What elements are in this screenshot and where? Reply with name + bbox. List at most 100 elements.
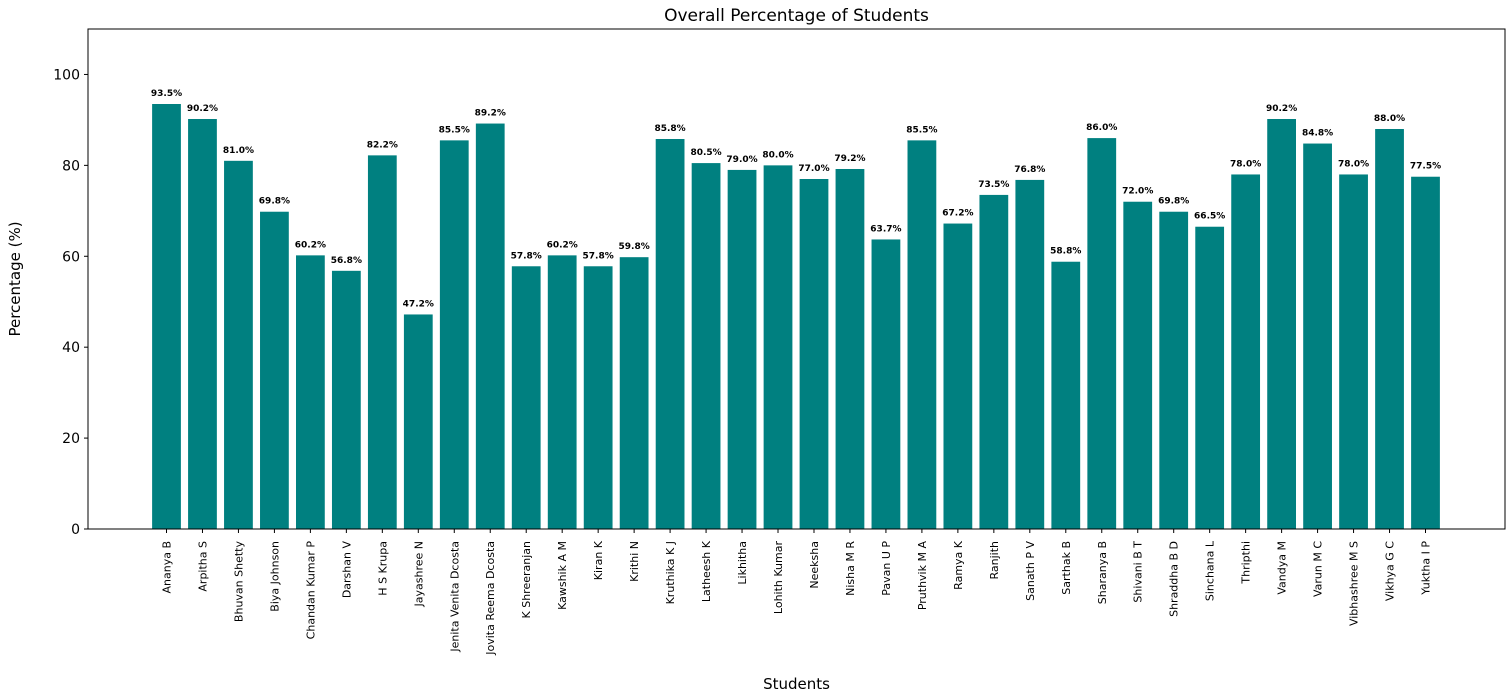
data-label: 60.2%: [295, 240, 326, 250]
x-tick-label: Kawshik A M: [556, 541, 569, 610]
data-label: 78.0%: [1338, 159, 1369, 169]
bar: [943, 223, 973, 529]
x-tick-label: Jenita Venita Dcosta: [448, 541, 461, 653]
bar: [547, 255, 577, 529]
x-tick-label: Sinchana L: [1204, 540, 1217, 601]
x-tick-label: Biya Johnson: [268, 541, 281, 612]
bar: [907, 140, 937, 529]
bar: [1303, 143, 1332, 529]
y-tick-label: 20: [62, 431, 80, 447]
data-label: 79.2%: [834, 154, 865, 164]
data-label: 47.2%: [403, 299, 434, 309]
bar: [583, 266, 613, 529]
x-tick-label: Chandan Kumar P: [304, 541, 317, 640]
data-label: 69.8%: [1158, 197, 1189, 207]
x-tick-label: Sanath P V: [1024, 541, 1037, 601]
data-label: 78.0%: [1230, 159, 1261, 169]
x-tick-label: Jovita Reema Dcosta: [484, 541, 497, 656]
x-tick-label: K Shreeranjan: [520, 541, 533, 619]
data-label: 90.2%: [1266, 104, 1297, 114]
bar: [224, 160, 253, 529]
x-tick-label: Arpitha S: [196, 541, 209, 592]
bar: [1339, 174, 1368, 530]
y-tick-label: 0: [71, 522, 80, 538]
x-tick-label: Yuktha I P: [1420, 541, 1433, 596]
data-label: 80.0%: [762, 150, 793, 160]
data-label: 82.2%: [367, 140, 398, 150]
x-tick-label: Varun M C: [1312, 541, 1325, 597]
x-tick-label: Lohith Kumar: [772, 541, 785, 615]
y-tick-label: 80: [62, 158, 80, 174]
bar: [655, 139, 685, 529]
plot-frame: [87, 28, 1506, 530]
bar: [1087, 138, 1117, 529]
data-label: 58.8%: [1050, 247, 1081, 257]
x-axis-ticks: Ananya B Arpitha S Bhuvan Shetty Biya Johns…: [161, 529, 1433, 656]
bar: [835, 169, 865, 529]
data-label: 81.0%: [223, 146, 254, 156]
y-axis-ticks: 0 20 40 60 80 100: [53, 67, 88, 538]
x-tick-label: Ramya K: [952, 540, 965, 590]
bar: [1375, 129, 1404, 529]
data-label: 88.0%: [1374, 114, 1405, 124]
bar: [439, 140, 469, 529]
bar: [799, 179, 829, 529]
bar: [1051, 261, 1081, 529]
x-tick-label: Vikhya G C: [1384, 541, 1397, 601]
x-tick-label: Bhuvan Shetty: [232, 541, 245, 623]
bar: [403, 314, 433, 529]
data-label: 56.8%: [331, 256, 362, 266]
bar: [331, 270, 361, 529]
bar: [152, 104, 181, 529]
x-tick-label: Neeksha: [808, 541, 821, 589]
x-tick-label: Kruthika K J: [664, 541, 677, 604]
x-tick-label: Pavan U P: [880, 541, 893, 596]
data-label: 60.2%: [547, 240, 578, 250]
bar: [260, 211, 289, 529]
x-tick-label: Latheesh K: [700, 540, 713, 602]
x-tick-label: Vandya M: [1276, 541, 1289, 595]
data-label: 79.0%: [726, 155, 757, 165]
data-label: 77.0%: [798, 164, 829, 174]
y-tick-label: 60: [62, 249, 80, 265]
x-tick-label: Jayashree N: [412, 541, 425, 607]
data-label: 73.5%: [978, 180, 1009, 190]
bar: [188, 119, 217, 529]
x-tick-label: Thripthi: [1240, 541, 1253, 585]
data-label: 86.0%: [1086, 123, 1117, 133]
chart-title: Overall Percentage of Students: [664, 6, 929, 26]
bar: [1123, 201, 1153, 529]
data-label: 84.8%: [1302, 129, 1333, 139]
data-label: 66.5%: [1194, 212, 1225, 222]
bar: [1267, 119, 1297, 529]
data-labels-group: 93.5% 90.2% 81.0% 69.8% 60.2% 56.8% 82.2% 47.2%…: [151, 89, 1441, 309]
data-label: 69.8%: [259, 197, 290, 207]
x-tick-label: Shraddha B D: [1168, 541, 1181, 617]
bar: [475, 123, 505, 529]
x-tick-label: Nisha M R: [844, 541, 857, 596]
data-label: 93.5%: [151, 89, 182, 99]
x-tick-label: Pruthvik M A: [916, 541, 929, 611]
data-label: 57.8%: [583, 251, 614, 261]
data-label: 72.0%: [1122, 187, 1153, 197]
bar: [727, 169, 757, 529]
x-tick-label: Ranjith: [988, 541, 1001, 580]
x-tick-label: Sharanya B: [1096, 541, 1109, 604]
data-label: 67.2%: [942, 209, 973, 219]
bar: [1411, 176, 1440, 529]
data-label: 90.2%: [187, 104, 218, 114]
x-tick-label: Sarthak B: [1060, 541, 1073, 595]
x-tick-label: Vibhashree M S: [1348, 541, 1361, 626]
data-label: 77.5%: [1410, 162, 1441, 172]
bar: [367, 155, 397, 529]
bar: [1015, 179, 1045, 529]
bar: [619, 257, 649, 529]
bar: [979, 194, 1009, 529]
bars-group: [152, 104, 1440, 530]
x-tick-label: Darshan V: [340, 541, 353, 599]
bar: [1159, 211, 1189, 529]
data-label: 85.8%: [654, 124, 685, 134]
y-tick-label: 100: [53, 67, 80, 83]
data-label: 59.8%: [619, 242, 650, 252]
bar: [511, 266, 541, 529]
